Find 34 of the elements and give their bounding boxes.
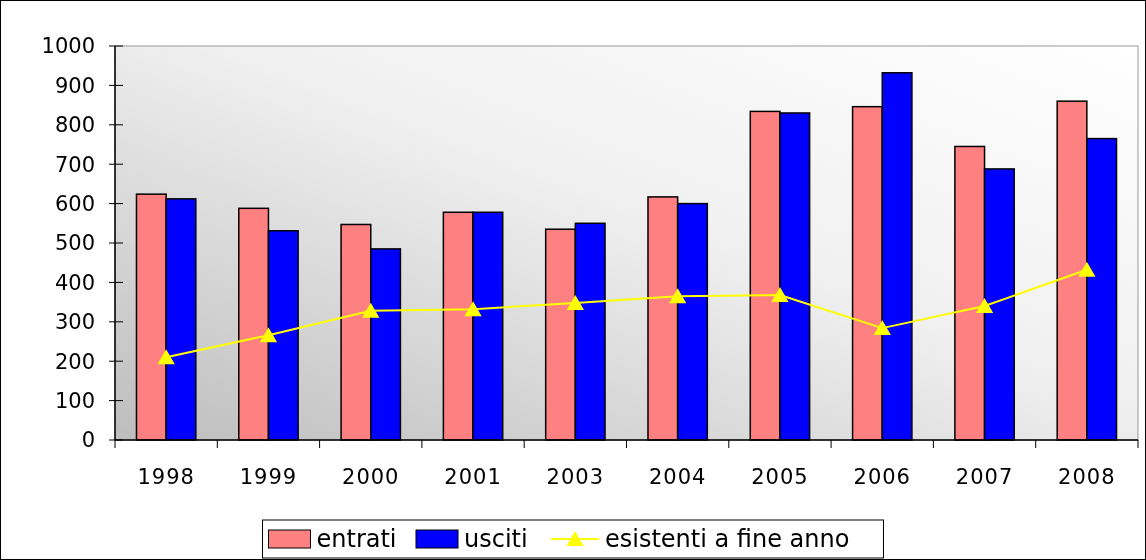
y-tick-label: 700 xyxy=(54,152,95,177)
x-tick-label: 2005 xyxy=(751,465,809,489)
point xyxy=(873,320,891,336)
y-tick-label: 400 xyxy=(54,270,95,295)
y-tick-label: 800 xyxy=(54,113,95,138)
point xyxy=(464,301,482,317)
point xyxy=(566,294,585,310)
y-tick-label: 100 xyxy=(54,388,95,413)
point xyxy=(157,349,175,365)
legend-label: usciti xyxy=(464,525,528,554)
legend-label: esistenti a fine anno xyxy=(605,525,850,554)
y-tick-label: 0 xyxy=(81,428,95,453)
point xyxy=(259,327,278,343)
x-tick-label: 2003 xyxy=(546,465,605,489)
y-tick-label: 900 xyxy=(54,73,95,98)
x-tick-label: 2004 xyxy=(648,465,707,489)
y-tick-label: 200 xyxy=(54,349,95,374)
y-tick-label: 500 xyxy=(54,231,95,256)
y-tick-label: 600 xyxy=(54,191,95,216)
legend-label: entrati xyxy=(316,525,397,554)
point xyxy=(668,288,687,304)
x-tick-label: 2008 xyxy=(1058,465,1116,489)
x-tick-label: 2000 xyxy=(342,465,400,489)
x-tick-label: 1998 xyxy=(137,465,195,489)
x-tick-label: 2007 xyxy=(955,465,1014,489)
x-tick-label: 1999 xyxy=(239,465,298,489)
point xyxy=(771,287,789,303)
y-tick-label: 1000 xyxy=(41,34,95,59)
point xyxy=(362,302,380,318)
x-tick-label: 2006 xyxy=(853,465,911,489)
point xyxy=(975,298,994,314)
x-tick-label: 2001 xyxy=(444,465,502,489)
point xyxy=(1078,261,1096,277)
y-tick-label: 300 xyxy=(54,310,95,335)
